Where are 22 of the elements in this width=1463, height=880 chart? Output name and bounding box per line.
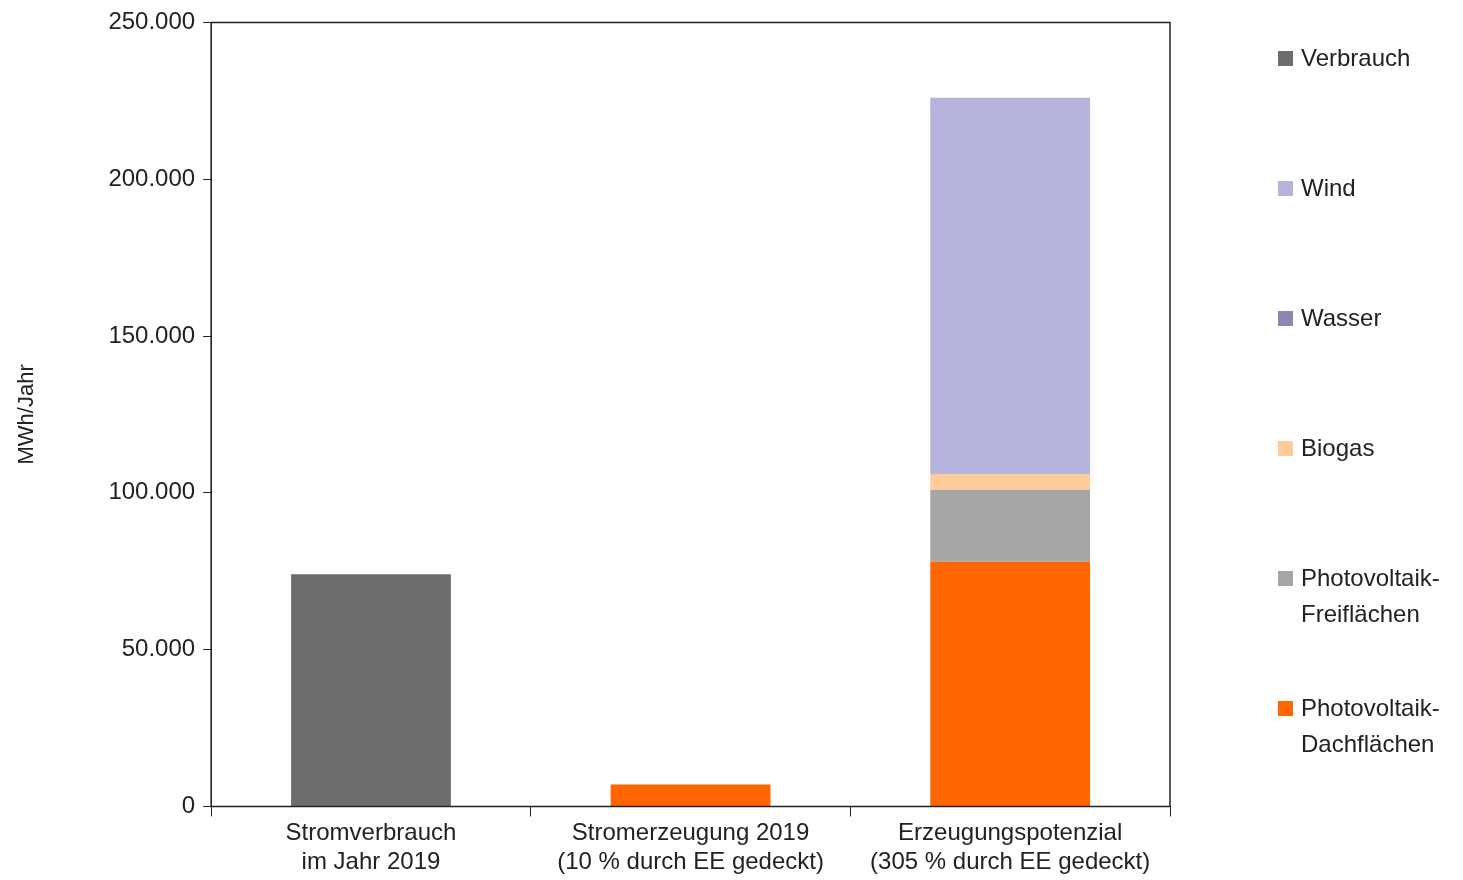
legend-label: Verbrauch bbox=[1301, 43, 1412, 73]
bar bbox=[291, 574, 451, 806]
legend-label: Wind bbox=[1301, 173, 1357, 203]
x-tick-label: Stromverbrauch im Jahr 2019 bbox=[285, 818, 457, 875]
bar bbox=[930, 561, 1091, 806]
y-tick-label: 200.000 bbox=[108, 163, 196, 191]
y-tick-label: 100.000 bbox=[108, 477, 196, 505]
x-tick-label: Erzeugungspotenzial (305 % durch EE gedeckt) bbox=[870, 818, 1151, 875]
y-tick-label: 50.000 bbox=[121, 634, 196, 662]
legend-label: Wasser bbox=[1301, 303, 1383, 333]
legend-label: Biogas bbox=[1301, 433, 1376, 463]
y-tick-label: 0 bbox=[181, 791, 196, 819]
bar bbox=[930, 473, 1091, 490]
bar bbox=[930, 489, 1091, 562]
bar bbox=[930, 97, 1091, 474]
x-tick-label: Stromerzeugung 2019 (10 % durch EE gedeckt) bbox=[557, 818, 824, 875]
y-tick-label: 150.000 bbox=[108, 320, 196, 348]
y-axis-title: MWh/Jahr bbox=[13, 364, 39, 465]
bar bbox=[610, 784, 771, 806]
y-tick-label: 250.000 bbox=[108, 7, 196, 35]
legend-label: Photovoltaik-Freiflächen bbox=[1301, 563, 1441, 629]
legend-label: Photovoltaik-Dachflächen bbox=[1301, 693, 1441, 759]
